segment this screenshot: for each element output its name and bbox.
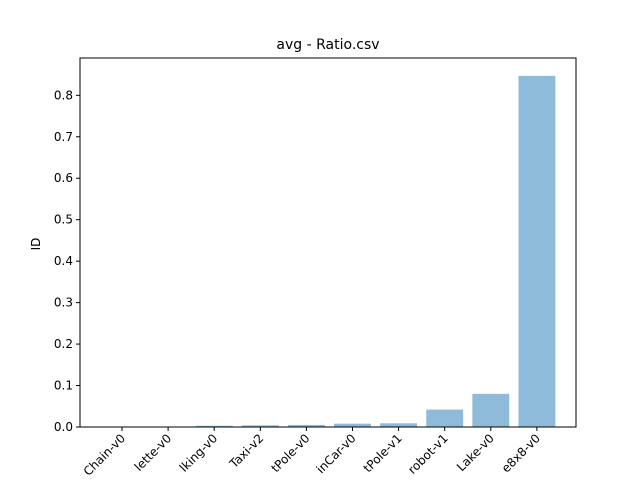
- y-tick-label: 0.7: [54, 130, 73, 144]
- x-tick-label: Taxi-v2: [226, 431, 266, 471]
- y-tick-label: 0.0: [54, 420, 73, 434]
- y-tick-label: 0.2: [54, 337, 73, 351]
- y-tick-label: 0.3: [54, 296, 73, 310]
- y-tick-label: 0.6: [54, 171, 73, 185]
- y-axis-label: ID: [29, 238, 43, 251]
- y-tick-label: 0.1: [54, 379, 73, 393]
- x-axis-ticks: Chain-v0 lette-v0 lking-v0 Taxi-v2 tPole-v0 i…: [81, 427, 543, 479]
- x-tick-label: lking-v0: [177, 431, 221, 475]
- x-tick-label: inCar-v0: [314, 431, 359, 476]
- y-tick-label: 0.5: [54, 213, 73, 227]
- x-tick-label: e8x8-v0: [499, 431, 543, 475]
- bars-group: [103, 75, 556, 427]
- y-tick-label: 0.8: [54, 88, 73, 102]
- y-tick-label: 0.4: [54, 254, 73, 268]
- bar-inCar-v0: [334, 423, 371, 427]
- chart-title: avg - Ratio.csv: [276, 37, 379, 53]
- bar-lking-v0: [195, 425, 233, 427]
- bar-robot-v1: [426, 409, 464, 427]
- bar-tPole-v0: [287, 424, 325, 427]
- y-axis-ticks: 0.0 0.1 0.2 0.3 0.4 0.5 0.6 0.7 0.8: [54, 88, 80, 434]
- x-tick-label: Lake-v0: [454, 431, 497, 474]
- bar-Taxi-v2: [241, 425, 279, 427]
- x-tick-label: tPole-v0: [268, 431, 312, 475]
- x-tick-label: robot-v1: [405, 431, 451, 477]
- x-tick-label: Chain-v0: [81, 431, 128, 478]
- bar-e8x8-v0: [518, 75, 556, 427]
- x-tick-label: lette-v0: [132, 431, 175, 474]
- plot-frame: [79, 57, 577, 428]
- bar-Lake-v0: [472, 393, 510, 427]
- bar-tPole-v1: [380, 423, 418, 427]
- x-tick-label: tPole-v1: [361, 431, 405, 475]
